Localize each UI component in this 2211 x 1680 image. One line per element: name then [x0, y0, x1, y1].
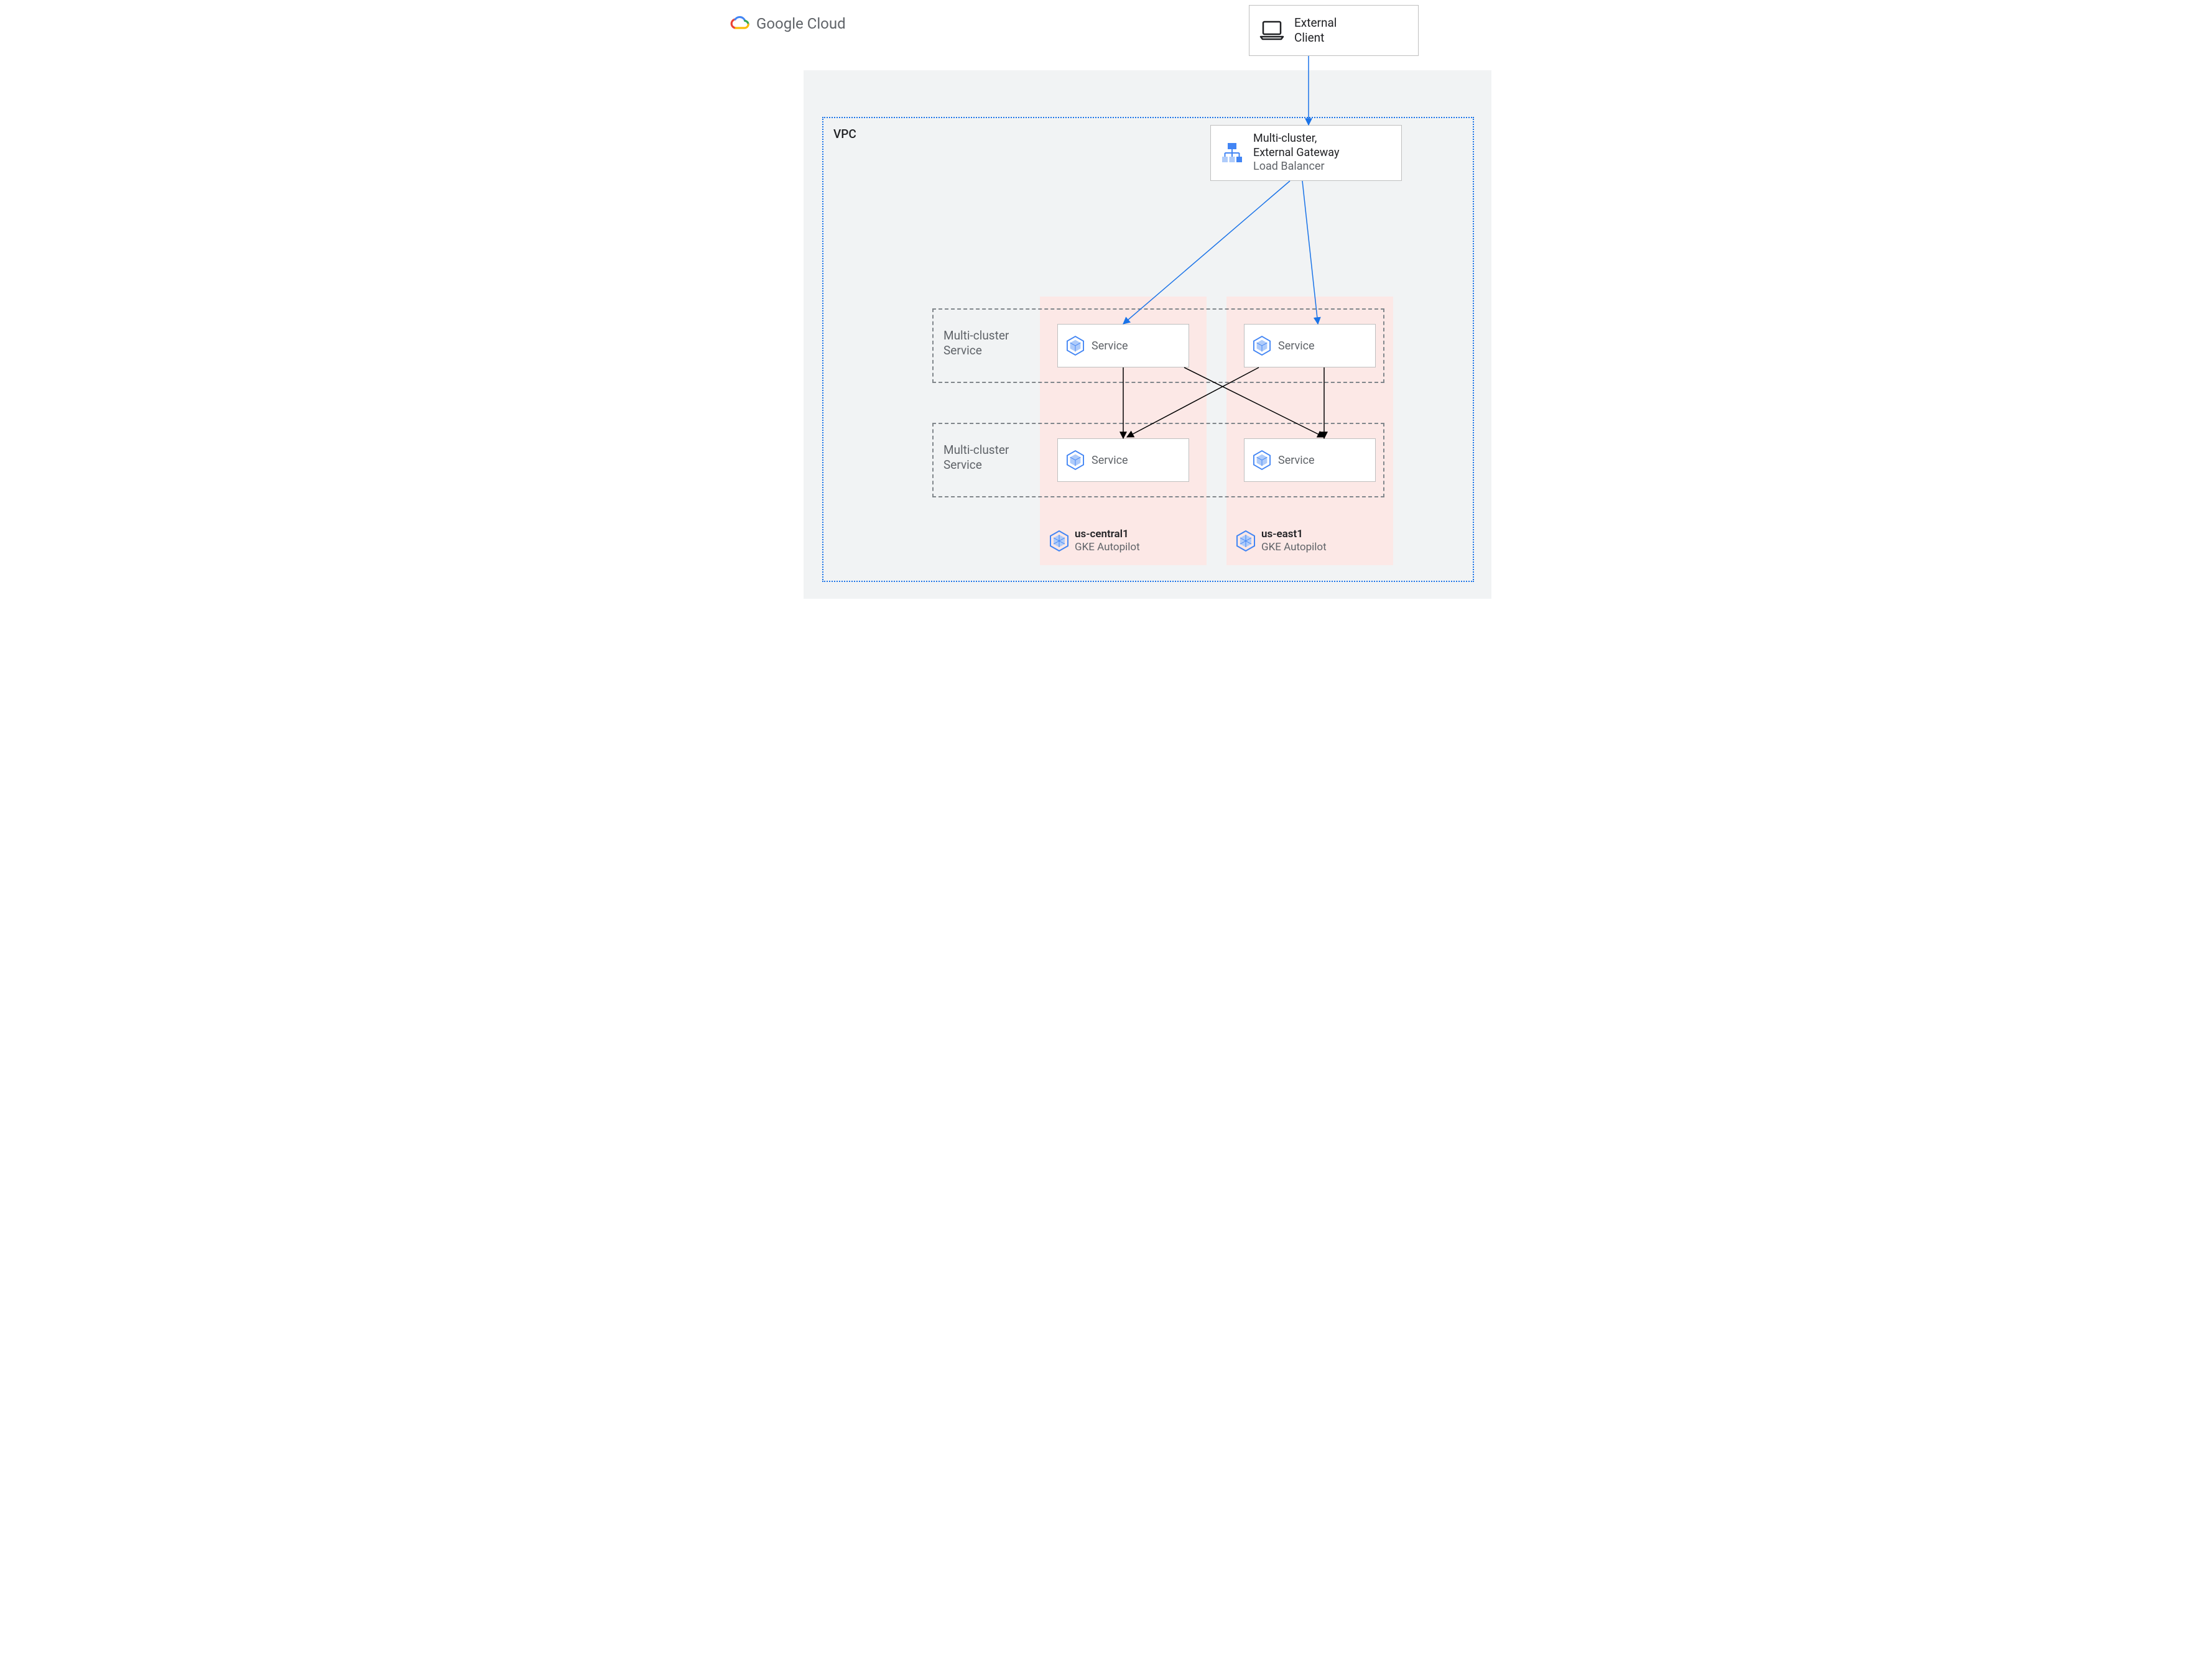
cluster1-sub: GKE Autopilot	[1075, 541, 1140, 554]
mcs1-label: Multi-cluster Service	[943, 328, 1031, 358]
gke-icon	[1050, 530, 1068, 552]
gke-icon	[1253, 336, 1271, 356]
cluster2-name: us-east1	[1261, 528, 1327, 541]
google-cloud-logo-icon	[730, 16, 750, 32]
gateway-line2: External Gateway	[1253, 146, 1339, 160]
google-cloud-brand: Google Cloud	[730, 15, 846, 32]
gke-icon	[1253, 450, 1271, 470]
service4-label: Service	[1278, 454, 1315, 467]
service3-label: Service	[1092, 454, 1128, 467]
external-client-line1: External	[1294, 16, 1337, 30]
service-node-4: Service	[1244, 438, 1376, 482]
service-node-2: Service	[1244, 324, 1376, 367]
service-node-1: Service	[1057, 324, 1189, 367]
vpc-label: VPC	[833, 127, 856, 141]
cluster1-name: us-central1	[1075, 528, 1140, 541]
service-node-3: Service	[1057, 438, 1189, 482]
mcs2-label: Multi-cluster Service	[943, 443, 1031, 473]
external-client-line2: Client	[1294, 30, 1337, 45]
cluster2-sub: GKE Autopilot	[1261, 541, 1327, 554]
gateway-line1: Multi-cluster,	[1253, 132, 1339, 146]
gke-icon	[1236, 530, 1255, 552]
google-cloud-brand-text: Google Cloud	[756, 15, 846, 32]
external-client-node: External Client	[1249, 5, 1419, 56]
gke-icon	[1067, 450, 1084, 470]
service2-label: Service	[1278, 339, 1315, 353]
service1-label: Service	[1092, 339, 1128, 353]
gateway-node: Multi-cluster, External Gateway Load Bal…	[1210, 125, 1402, 181]
laptop-icon	[1259, 21, 1284, 40]
load-balancer-icon	[1220, 141, 1245, 165]
gateway-line3: Load Balancer	[1253, 160, 1339, 174]
gke-icon	[1067, 336, 1084, 356]
